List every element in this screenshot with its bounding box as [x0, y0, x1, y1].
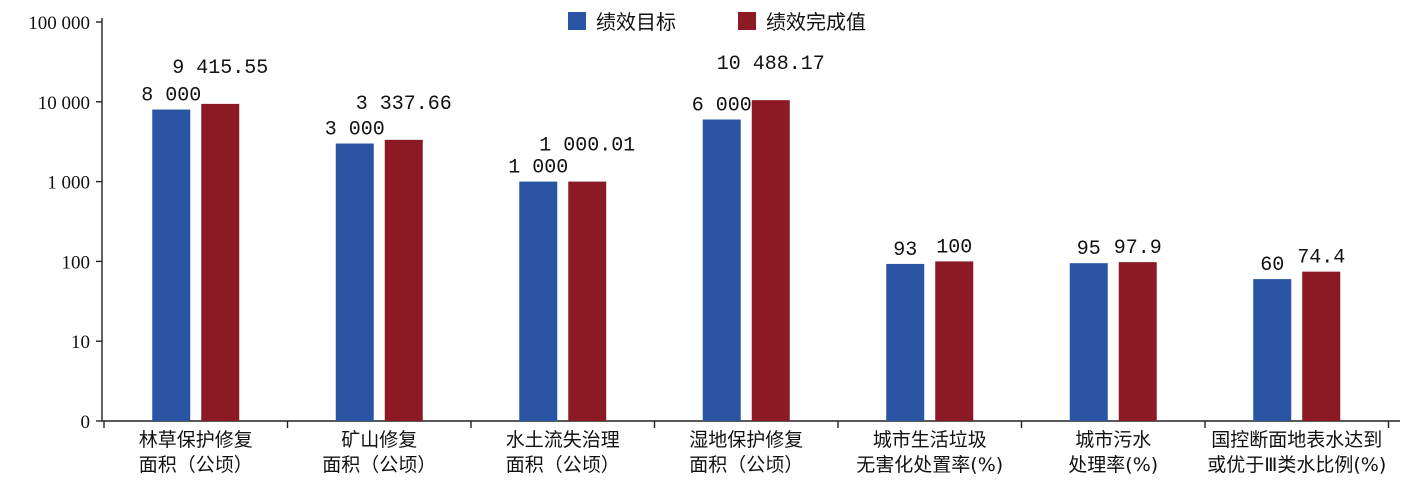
y-tick-label: 1 000	[47, 173, 90, 194]
legend-label: 绩效完成值	[766, 10, 866, 34]
category-labels-group: 林草保护修复面积（公顷）矿山修复面积（公顷）水土流失治理面积（公顷）湿地保护修复…	[139, 429, 1387, 476]
category-label: 面积（公顷）	[506, 454, 620, 476]
bars-group	[152, 100, 1341, 421]
category-label: 面积（公顷）	[322, 454, 436, 476]
category-label: 或优于Ⅲ类水比例(%)	[1207, 454, 1386, 476]
bar-target	[1069, 263, 1108, 421]
category-label: 城市污水	[1075, 429, 1151, 451]
legend: 绩效目标 绩效完成值	[568, 10, 866, 34]
category-label: 城市生活垃圾	[873, 429, 987, 451]
data-label: 97.9	[1114, 237, 1162, 260]
y-tick-label: 10	[71, 332, 90, 353]
bar-actual	[384, 139, 423, 421]
data-label: 60	[1260, 254, 1284, 277]
data-label: 8 000	[141, 85, 201, 108]
category-label: 处理率(%)	[1068, 454, 1158, 476]
bar-actual	[568, 181, 607, 421]
data-label: 3 000	[325, 119, 385, 142]
category-label: 水土流失治理	[506, 429, 620, 451]
data-label: 95	[1077, 238, 1101, 261]
bar-actual	[935, 261, 974, 421]
y-tick-label: 0	[81, 412, 91, 433]
data-label: 100	[936, 236, 972, 259]
data-label: 1 000	[508, 157, 568, 180]
category-label: 矿山修复	[341, 429, 417, 451]
y-axis: 0 10 100 1 000 10 000 100 000	[28, 13, 103, 433]
legend-label: 绩效目标	[596, 10, 676, 34]
category-label: 林草保护修复	[139, 429, 253, 451]
bar-target	[1253, 279, 1292, 421]
data-label: 93	[893, 239, 917, 262]
category-label: 面积（公顷）	[689, 454, 803, 476]
bar-target	[335, 143, 374, 421]
bar-target	[519, 181, 558, 421]
x-axis	[102, 420, 1400, 428]
legend-swatch	[568, 12, 586, 30]
data-label: 1 000.01	[539, 135, 635, 158]
category-label: 面积（公顷）	[139, 454, 253, 476]
data-label: 10 488.17	[717, 53, 825, 76]
bar-target	[152, 109, 191, 421]
category-label: 无害化处置率(%)	[856, 454, 1003, 476]
data-label: 9 415.55	[172, 57, 268, 80]
bar-actual	[1118, 262, 1157, 421]
category-label: 湿地保护修复	[689, 429, 803, 451]
bar-target	[702, 119, 741, 421]
data-label: 74.4	[1297, 247, 1345, 270]
data-label: 6 000	[692, 95, 752, 118]
y-tick-label: 100 000	[28, 13, 90, 34]
y-tick-label: 100	[62, 252, 91, 273]
bar-actual	[751, 100, 790, 421]
legend-swatch	[738, 12, 756, 30]
y-tick-label: 10 000	[38, 93, 90, 114]
bar-actual	[201, 103, 240, 421]
data-label: 3 337.66	[356, 93, 452, 116]
category-label: 国控断面地表水达到	[1211, 429, 1382, 451]
bar-target	[886, 263, 925, 421]
bar-actual	[1302, 271, 1341, 421]
